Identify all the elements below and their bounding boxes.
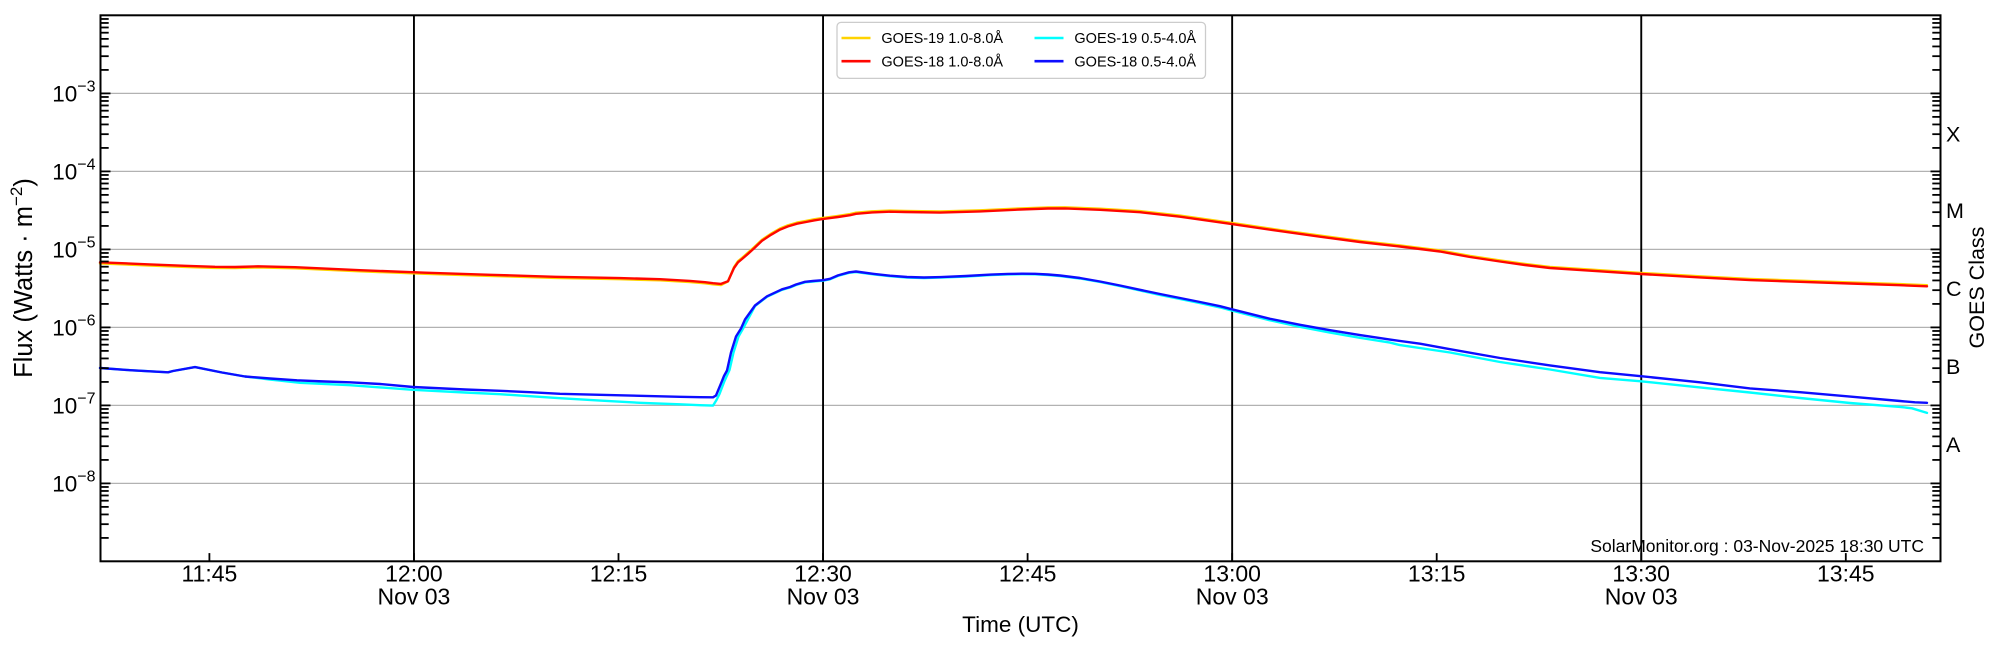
svg-text:13:15: 13:15 [1408,561,1466,587]
svg-text:GOES-19 0.5-4.0Å: GOES-19 0.5-4.0Å [1074,30,1196,47]
svg-text:10−4: 10−4 [52,157,95,185]
svg-text:13:00: 13:00 [1203,561,1261,587]
svg-text:13:30: 13:30 [1612,561,1670,587]
svg-text:GOES Class: GOES Class [1965,227,1989,349]
svg-text:10−6: 10−6 [52,313,95,341]
svg-text:GOES-18 0.5-4.0Å: GOES-18 0.5-4.0Å [1074,53,1196,70]
svg-text:11:45: 11:45 [181,561,237,587]
svg-text:Nov 03: Nov 03 [1605,584,1678,610]
svg-text:12:45: 12:45 [999,561,1057,587]
svg-text:13:45: 13:45 [1817,561,1875,587]
svg-text:Flux (Watts · m−2): Flux (Watts · m−2) [7,178,38,378]
svg-text:M: M [1946,199,1964,223]
svg-text:C: C [1946,277,1962,301]
svg-text:Nov 03: Nov 03 [1196,584,1269,610]
svg-text:Nov 03: Nov 03 [787,584,860,610]
svg-text:SolarMonitor.org : 03-Nov-2025: SolarMonitor.org : 03-Nov-2025 18:30 UTC [1590,536,1924,556]
svg-text:12:15: 12:15 [590,561,648,587]
svg-text:12:00: 12:00 [385,561,443,587]
svg-text:Time (UTC): Time (UTC) [962,612,1079,637]
svg-text:GOES-19 1.0-8.0Å: GOES-19 1.0-8.0Å [881,30,1003,47]
svg-text:Nov 03: Nov 03 [377,584,450,610]
svg-text:B: B [1946,355,1960,379]
svg-text:X: X [1946,122,1960,146]
svg-text:12:30: 12:30 [794,561,852,587]
svg-text:A: A [1946,433,1961,457]
svg-text:GOES-18 1.0-8.0Å: GOES-18 1.0-8.0Å [881,53,1003,70]
svg-text:10−3: 10−3 [52,79,95,107]
